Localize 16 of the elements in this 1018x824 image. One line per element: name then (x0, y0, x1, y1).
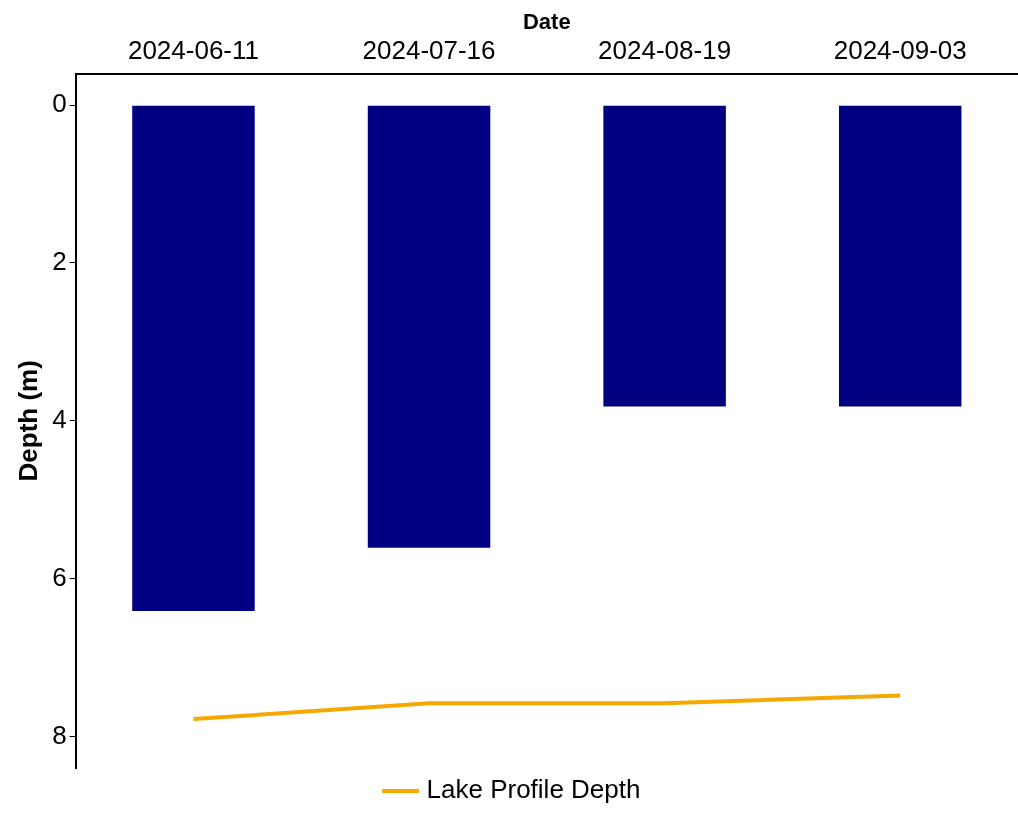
y-tick-label: 2 (52, 246, 67, 277)
y-tick-label: 0 (52, 88, 67, 119)
y-tick-label: 4 (52, 403, 67, 434)
legend-label: Lake Profile Depth (426, 774, 641, 805)
bar (603, 105, 726, 407)
x-axis-title: Date (522, 9, 571, 35)
bar (367, 105, 491, 548)
y-tick-label: 6 (52, 561, 67, 592)
x-tick-label: 2024-06-11 (127, 35, 259, 66)
y-tick-label: 8 (52, 719, 67, 750)
x-tick-label: 2024-08-19 (598, 35, 732, 66)
bar (132, 105, 255, 611)
x-tick-label: 2024-07-16 (362, 35, 496, 66)
bar (838, 105, 962, 407)
y-axis-title: Depth (m) (12, 360, 43, 482)
x-tick-label: 2024-09-03 (833, 35, 967, 66)
